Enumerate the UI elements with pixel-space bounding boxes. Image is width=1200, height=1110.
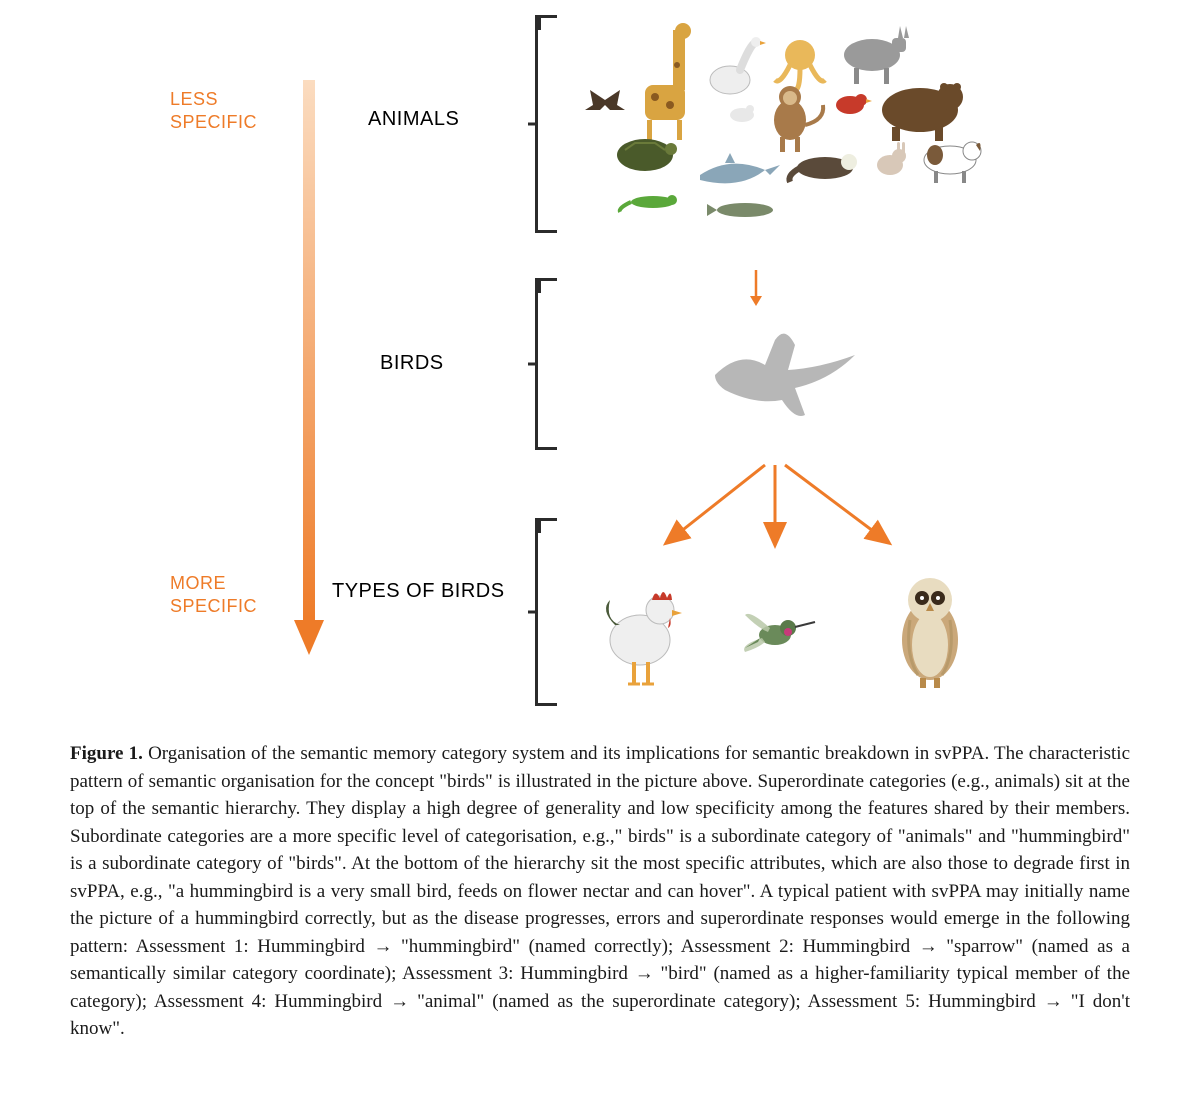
level-label-animals: ANIMALS xyxy=(368,108,459,131)
more-specific-label: MORE SPECIFIC xyxy=(170,572,257,619)
figure-caption-text: Organisation of the semantic memory cate… xyxy=(70,743,1130,1039)
figure-caption-label: Figure 1. xyxy=(70,743,143,764)
bird-types-row xyxy=(580,555,1010,715)
bracket-types xyxy=(535,518,557,706)
figure-diagram: LESS SPECIFIC MORE SPECIFIC ANIMALS BIRD… xyxy=(0,0,1200,720)
level-label-types: TYPES OF BIRDS xyxy=(332,580,505,603)
bracket-birds xyxy=(535,278,557,450)
specificity-gradient-arrow xyxy=(300,80,318,640)
arrows-birds-to-types xyxy=(610,460,940,560)
bracket-animals xyxy=(535,15,557,233)
animals-collage xyxy=(580,15,1010,225)
arrow-animals-to-birds xyxy=(748,270,764,313)
less-specific-label: LESS SPECIFIC xyxy=(170,88,257,135)
figure-caption: Figure 1. Organisation of the semantic m… xyxy=(70,740,1130,1043)
level-label-birds: BIRDS xyxy=(380,352,444,375)
bird-silhouette xyxy=(700,320,850,430)
